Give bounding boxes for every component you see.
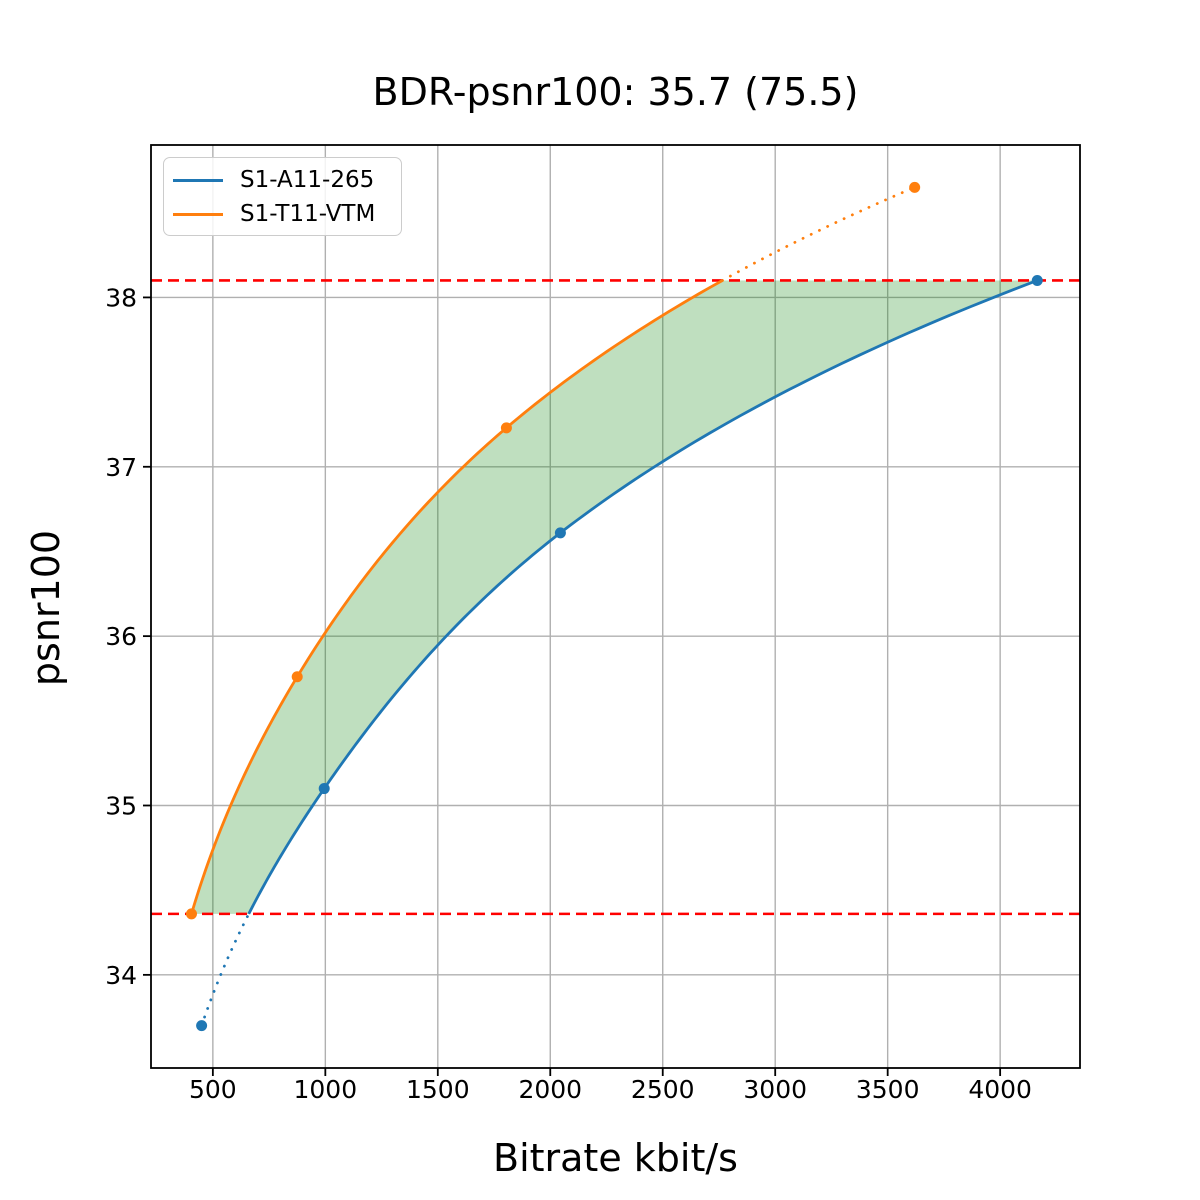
legend: S1-A11-265 S1-T11-VTM [163,157,402,236]
x-tick-label: 3500 [856,1075,920,1104]
y-tick-label: 35 [105,791,137,820]
x-tick-label: 2500 [631,1075,695,1104]
y-tick-label: 36 [105,622,137,651]
x-tick-label: 2000 [518,1075,582,1104]
series-s1-t11-vtm-dotted [720,185,917,282]
x-tick-label: 3000 [743,1075,807,1104]
legend-item-s1-t11-vtm: S1-T11-VTM [173,197,401,231]
data-point-s1-a11-265 [1031,274,1043,286]
data-point-s1-t11-vtm [185,908,197,920]
y-tick-label: 38 [105,283,137,312]
data-point-s1-a11-265 [554,527,566,539]
bd-gap-fill [191,280,1038,914]
x-tick-label: 1500 [406,1075,470,1104]
legend-item-s1-a11-265: S1-A11-265 [173,163,401,197]
x-axis-label: Bitrate kbit/s [493,1136,738,1180]
x-tick-label: 4000 [968,1075,1032,1104]
data-point-s1-a11-265 [196,1020,208,1032]
data-point-s1-t11-vtm [909,181,921,193]
legend-line-swatch-blue [173,178,223,182]
chart-title: BDR-psnr100: 35.7 (75.5) [372,70,859,114]
data-point-s1-a11-265 [318,783,330,795]
legend-label: S1-T11-VTM [240,200,376,227]
legend-label: S1-A11-265 [240,166,375,193]
series-s1-t11-vtm-curve [190,279,724,915]
series-s1-a11-265-curve [247,279,1038,915]
x-tick-label: 1000 [294,1075,358,1104]
y-tick-label: 34 [105,961,137,990]
y-tick-label: 37 [105,453,137,482]
x-tick-label: 500 [189,1075,237,1104]
data-point-s1-t11-vtm [291,671,303,683]
legend-line-swatch-orange [173,212,223,216]
data-point-s1-t11-vtm [500,422,512,434]
series-s1-a11-265-dotted [200,912,251,1028]
axes-spines [150,144,1081,1069]
